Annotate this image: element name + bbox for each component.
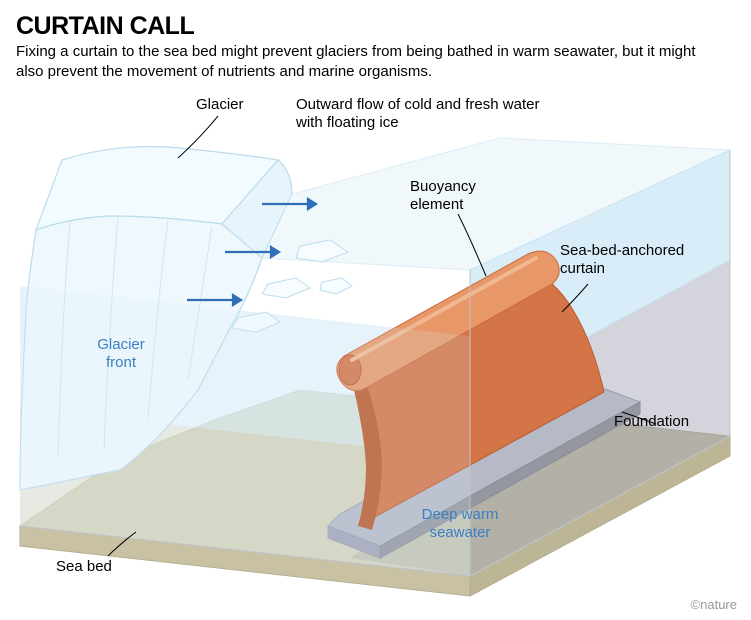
- credit: ©nature: [691, 597, 737, 612]
- label-outward-flow: Outward flow of cold and fresh water wit…: [296, 96, 556, 132]
- page-subtitle: Fixing a curtain to the sea bed might pr…: [16, 42, 716, 83]
- label-deep-warm: Deep warm seawater: [410, 506, 510, 542]
- label-foundation: Foundation: [614, 413, 689, 431]
- label-curtain: Sea-bed-anchored curtain: [560, 242, 730, 278]
- label-buoyancy: Buoyancy element: [410, 178, 510, 214]
- label-glacier-front: Glacier front: [86, 336, 156, 372]
- label-sea-bed: Sea bed: [56, 558, 112, 576]
- water-front-overlay: [20, 286, 470, 576]
- page-title: CURTAIN CALL: [16, 12, 194, 41]
- label-glacier: Glacier: [196, 96, 244, 114]
